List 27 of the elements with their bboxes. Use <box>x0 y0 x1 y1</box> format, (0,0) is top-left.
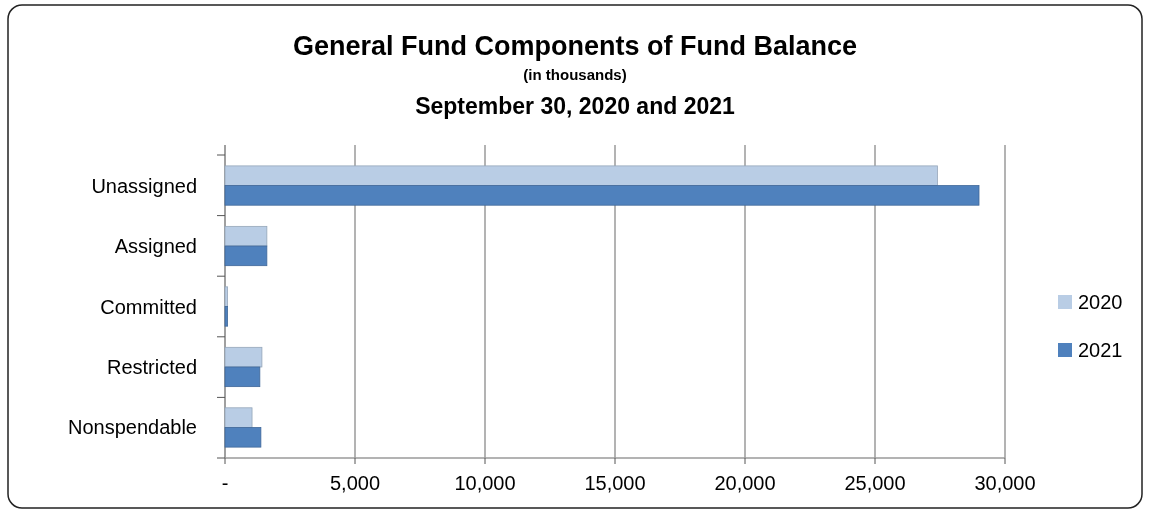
bar <box>224 165 938 186</box>
x-tick-label: 10,000 <box>454 472 516 494</box>
x-tick-label: 30,000 <box>974 472 1036 494</box>
legend-label: 2020 <box>1078 291 1123 313</box>
bar <box>224 286 228 307</box>
bar <box>224 245 268 267</box>
text: September 30, 2020 and 2021 <box>415 93 736 119</box>
y-tick-label: Restricted <box>106 355 197 378</box>
y-tick-label: Assigned <box>114 235 197 258</box>
x-tick-label: 5,000 <box>329 472 381 494</box>
x-tick-label: 15,000 <box>584 472 646 494</box>
x-tick-label: - <box>221 472 229 494</box>
bar <box>224 427 262 448</box>
y-tick-label: Committed <box>100 295 197 318</box>
legend-label: 2021 <box>1078 339 1123 361</box>
y-tick-label: Unassigned <box>91 174 197 197</box>
chart-subtitle: (in thousands) <box>523 66 627 83</box>
bar <box>224 306 228 327</box>
bar <box>224 346 263 368</box>
bar <box>224 407 253 428</box>
x-tick-label: 25,000 <box>844 472 906 494</box>
bar <box>224 366 261 388</box>
y-tick-label: Nonspendable <box>68 416 197 439</box>
chart-title: General Fund Components of Fund Balance <box>292 31 858 61</box>
x-tick-label: 20,000 <box>714 472 776 494</box>
bar <box>224 225 268 247</box>
bar <box>224 185 980 206</box>
